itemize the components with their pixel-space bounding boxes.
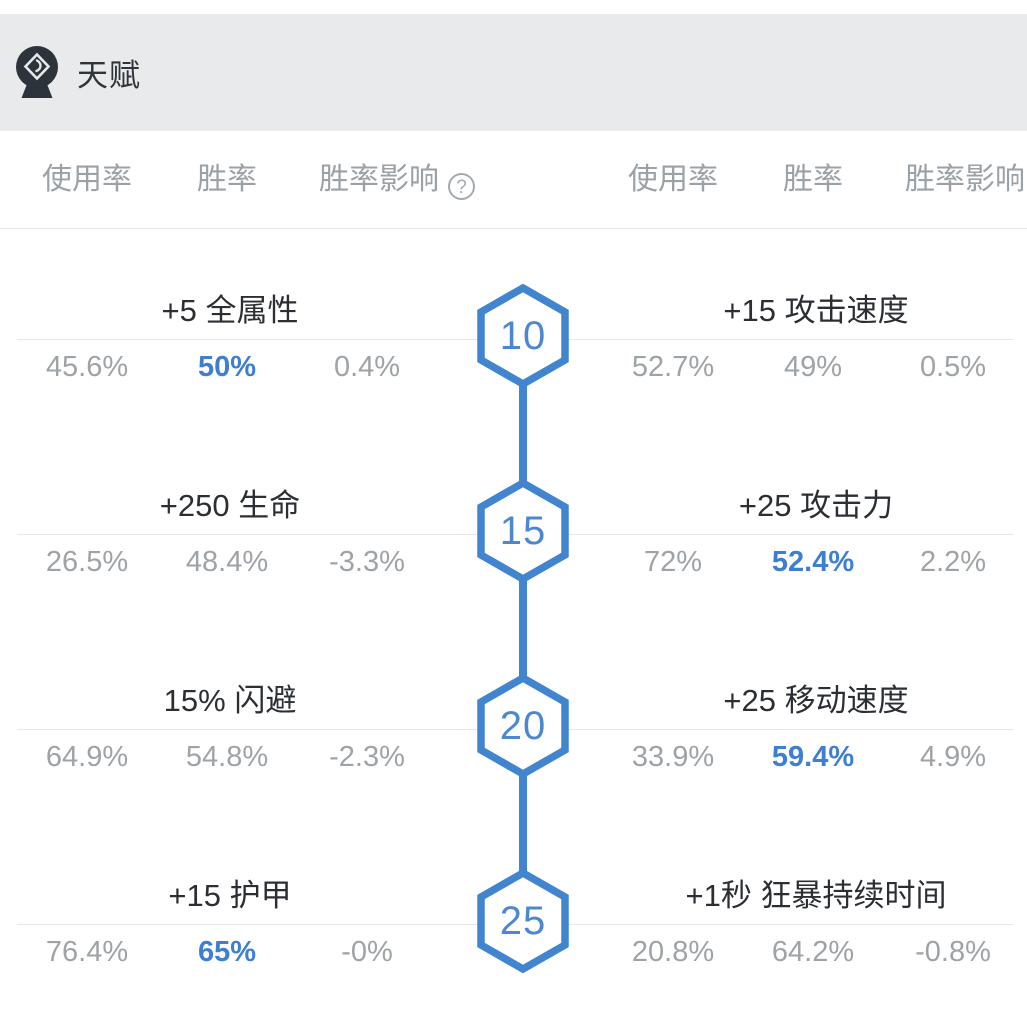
hexagon-icon — [477, 479, 569, 583]
column-header-impact-label: 胜率影响 — [319, 163, 439, 196]
talent-row-level-20: 15% 闪避 64.9% 54.8% -2.3% 20 +25 移动速度 33.… — [0, 629, 1027, 824]
usage-value: 20.8% — [631, 936, 715, 968]
top-strip — [0, 0, 1027, 14]
column-headers-left: 使用率 胜率 胜率影响? — [0, 131, 475, 228]
level-badge-10: 10 — [477, 284, 569, 388]
talent-row-level-25: +15 护甲 76.4% 65% -0% 25 +1秒 狂暴持续时间 20.8%… — [0, 824, 1027, 1013]
level-number: 20 — [499, 703, 547, 748]
hexagon-icon — [477, 674, 569, 778]
usage-value: 52.7% — [631, 351, 715, 383]
winrate-value: 49% — [783, 351, 843, 383]
column-headers-right: 使用率 胜率 胜率影响? — [586, 131, 1027, 228]
level-badge-20: 20 — [477, 674, 569, 778]
winrate-value: 59.4% — [771, 741, 855, 773]
talent-name: +250 生命 — [159, 488, 301, 523]
talent-left: 15% 闪避 64.9% 54.8% -2.3% — [0, 629, 460, 824]
column-header-usage: 使用率 — [628, 163, 718, 196]
talent-stats: 64.9% 54.8% -2.3% — [17, 741, 437, 774]
level-badge-25: 25 — [477, 869, 569, 973]
winrate-value: 50% — [197, 351, 257, 383]
talent-row-level-15: +250 生命 26.5% 48.4% -3.3% 15 +25 攻击力 72%… — [0, 434, 1027, 629]
level-number: 10 — [499, 313, 547, 358]
winrate-value: 64.2% — [771, 936, 855, 968]
usage-value: 45.6% — [45, 351, 129, 383]
usage-value: 26.5% — [45, 546, 129, 578]
talent-stats: 52.7% 49% 0.5% — [603, 351, 1023, 384]
talent-stats: 33.9% 59.4% 4.9% — [603, 741, 1023, 774]
level-number: 15 — [499, 508, 547, 553]
column-header-impact: 胜率影响? — [297, 160, 497, 200]
column-header-usage: 使用率 — [42, 163, 132, 196]
talent-right: +25 攻击力 72% 52.4% 2.2% — [586, 434, 1027, 629]
talent-name: +1秒 狂暴持续时间 — [685, 878, 947, 913]
talent-name: +25 攻击力 — [738, 488, 894, 523]
impact-value: -0% — [341, 936, 393, 968]
usage-value: 33.9% — [631, 741, 715, 773]
impact-value: 2.2% — [919, 546, 987, 578]
impact-value: -2.3% — [329, 741, 405, 773]
page-title: 天赋 — [77, 58, 141, 93]
column-header-impact: 胜率影响? — [883, 160, 1027, 200]
talent-name: +25 移动速度 — [723, 683, 909, 718]
talent-name: +15 攻击速度 — [723, 293, 909, 328]
talent-stats: 20.8% 64.2% -0.8% — [603, 936, 1023, 969]
impact-value: 0.5% — [919, 351, 987, 383]
hexagon-icon — [477, 284, 569, 388]
winrate-value: 65% — [197, 936, 257, 968]
usage-value: 76.4% — [45, 936, 129, 968]
talent-left: +15 护甲 76.4% 65% -0% — [0, 824, 460, 1013]
winrate-value: 52.4% — [771, 546, 855, 578]
level-number: 25 — [499, 898, 547, 943]
winrate-value: 48.4% — [185, 546, 269, 578]
talent-stats: 26.5% 48.4% -3.3% — [17, 546, 437, 579]
tree-connector-line — [519, 336, 527, 922]
talent-right: +15 攻击速度 52.7% 49% 0.5% — [586, 239, 1027, 434]
column-header-winrate: 胜率 — [783, 163, 843, 196]
talent-name: 15% 闪避 — [163, 683, 297, 718]
talent-left: +5 全属性 45.6% 50% 0.4% — [0, 239, 460, 434]
usage-value: 72% — [643, 546, 703, 578]
talent-right: +1秒 狂暴持续时间 20.8% 64.2% -0.8% — [586, 824, 1027, 1013]
impact-value: 0.4% — [333, 351, 401, 383]
talent-stats: 76.4% 65% -0% — [17, 936, 437, 969]
impact-value: -3.3% — [329, 546, 405, 578]
usage-value: 64.9% — [45, 741, 129, 773]
hexagon-icon — [477, 869, 569, 973]
column-header-row: 使用率 胜率 胜率影响? 使用率 胜率 胜率影响? — [0, 131, 1027, 229]
talent-left: +250 生命 26.5% 48.4% -3.3% — [0, 434, 460, 629]
help-icon[interactable]: ? — [448, 173, 475, 200]
talent-right: +25 移动速度 33.9% 59.4% 4.9% — [586, 629, 1027, 824]
winrate-value: 54.8% — [185, 741, 269, 773]
talent-name: +5 全属性 — [161, 293, 299, 328]
titlebar: 天赋 — [0, 14, 1027, 131]
column-header-impact-label: 胜率影响 — [905, 163, 1025, 196]
talent-tree: +5 全属性 45.6% 50% 0.4% 10 +15 攻击速度 52.7% … — [0, 229, 1027, 1013]
impact-value: -0.8% — [915, 936, 991, 968]
talent-stats: 72% 52.4% 2.2% — [603, 546, 1023, 579]
talent-stats: 45.6% 50% 0.4% — [17, 351, 437, 384]
talent-name: +15 护甲 — [168, 878, 292, 913]
column-header-winrate: 胜率 — [197, 163, 257, 196]
impact-value: 4.9% — [919, 741, 987, 773]
talent-row-level-10: +5 全属性 45.6% 50% 0.4% 10 +15 攻击速度 52.7% … — [0, 239, 1027, 434]
level-badge-15: 15 — [477, 479, 569, 583]
crystal-ball-talent-icon — [16, 46, 58, 98]
